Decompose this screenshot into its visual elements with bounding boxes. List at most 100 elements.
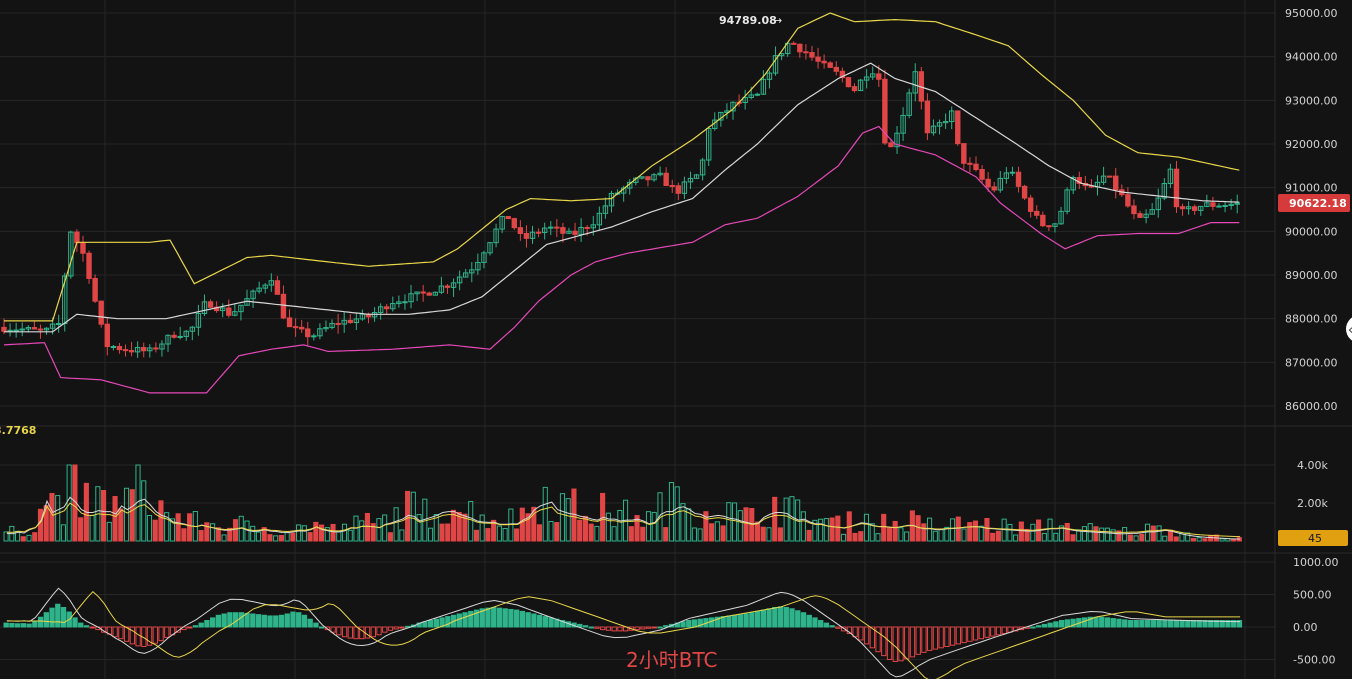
candle-up (25, 327, 32, 330)
candle-down (1046, 225, 1052, 228)
candle-up (1155, 197, 1161, 211)
volume-bar (20, 536, 26, 542)
volume-bar (307, 532, 313, 542)
candle-up (147, 347, 153, 352)
volume-panel[interactable] (3, 464, 1242, 542)
volume-bar (984, 517, 990, 542)
macd-histogram-bar (1173, 620, 1180, 628)
macd-histogram-bar (783, 607, 789, 628)
macd-histogram-bar (542, 616, 549, 628)
macd-histogram-bar (519, 610, 526, 628)
candle-up (481, 252, 487, 263)
candle-down (924, 100, 931, 134)
chevron-left-icon[interactable]: ‹ (1348, 323, 1352, 338)
candle-up (238, 304, 244, 313)
macd-histogram-bar (600, 626, 606, 631)
volume-bar (106, 521, 112, 542)
candle-up (863, 76, 870, 81)
candle-down (517, 227, 524, 234)
candle-up (220, 307, 226, 312)
candle-up (566, 230, 572, 234)
candle-down (226, 307, 232, 316)
candle-up (596, 212, 603, 226)
macd-histogram-bar (1116, 618, 1122, 628)
volume-bar (559, 493, 566, 542)
candle-down (839, 70, 846, 79)
candle-up (1100, 175, 1107, 183)
volume-bar (772, 496, 778, 542)
macd-histogram-bar (290, 611, 296, 628)
macd-histogram-bar (749, 612, 755, 628)
volume-bar (1058, 525, 1065, 542)
candle-up (687, 177, 694, 183)
candle-down (1021, 185, 1028, 199)
macd-histogram-bar (1190, 620, 1197, 628)
macd-histogram-bar (709, 617, 715, 628)
candle-down (882, 78, 888, 144)
candle-down (86, 252, 92, 279)
macd-histogram-bar (1150, 620, 1157, 628)
peak-price-annotation: 94789.08 (719, 14, 777, 27)
volume-bar (43, 505, 49, 542)
macd-panel[interactable] (3, 587, 1243, 679)
macd-histogram-bar (1058, 620, 1065, 628)
macd-histogram-bar (364, 626, 371, 639)
volume-bar (210, 523, 216, 542)
price-tick-label: 90000.00 (1285, 225, 1338, 238)
candle-up (578, 226, 584, 235)
candle-up (706, 127, 712, 161)
volume-bar (777, 527, 784, 542)
macd-histogram-bar (1156, 620, 1162, 628)
candle-down (37, 328, 44, 331)
macd-histogram-bar (645, 626, 652, 629)
macd-histogram-bar (737, 614, 744, 628)
macd-histogram-bar (359, 626, 365, 640)
candle-up (772, 55, 779, 74)
volume-bar (255, 531, 262, 542)
volume-bar (519, 507, 525, 542)
candle-down (1173, 168, 1180, 208)
candle-up (870, 73, 876, 78)
candle-up (49, 323, 56, 329)
macd-histogram-bar (697, 618, 703, 628)
candle-up (1216, 205, 1222, 208)
candle-up (134, 346, 141, 353)
volume-bar (944, 526, 950, 542)
macd-histogram-bar (1236, 620, 1243, 628)
price-tick-label: 91000.00 (1285, 182, 1338, 195)
macd-histogram-bar (1231, 620, 1237, 628)
side-handle[interactable] (1346, 315, 1352, 343)
candle-down (274, 280, 281, 295)
macd-histogram-bar (949, 626, 956, 646)
candle-down (128, 350, 135, 353)
candle-down (645, 176, 651, 181)
candle-up (493, 228, 499, 244)
macd-histogram-bar (32, 621, 38, 628)
price-panel[interactable] (1, 12, 1240, 394)
candle-up (13, 329, 19, 332)
volume-bar (387, 532, 393, 542)
macd-histogram-bar (1139, 620, 1145, 628)
volume-bar (634, 515, 640, 542)
macd-histogram-bar (427, 620, 434, 628)
volume-bar (829, 517, 835, 542)
macd-histogram-bar (754, 610, 761, 628)
macd-histogram-bar (617, 626, 623, 632)
macd-histogram-bar (313, 622, 319, 628)
macd-histogram-bar (1093, 616, 1099, 628)
volume-bar (1202, 538, 1208, 542)
candle-up (1143, 213, 1149, 218)
macd-histogram-bar (1041, 623, 1048, 628)
macd-histogram-bar (238, 612, 245, 628)
candle-up (475, 261, 481, 271)
volume-bar (645, 511, 652, 542)
macd-tick-label: 0.00 (1293, 621, 1318, 634)
candle-up (541, 227, 548, 234)
volume-bar (760, 526, 766, 542)
candle-up (1064, 189, 1070, 212)
macd-histogram-bar (129, 626, 136, 645)
candle-down (1015, 171, 1022, 187)
macd-histogram-bar (324, 626, 331, 631)
price-tick-label: 93000.00 (1285, 94, 1338, 107)
